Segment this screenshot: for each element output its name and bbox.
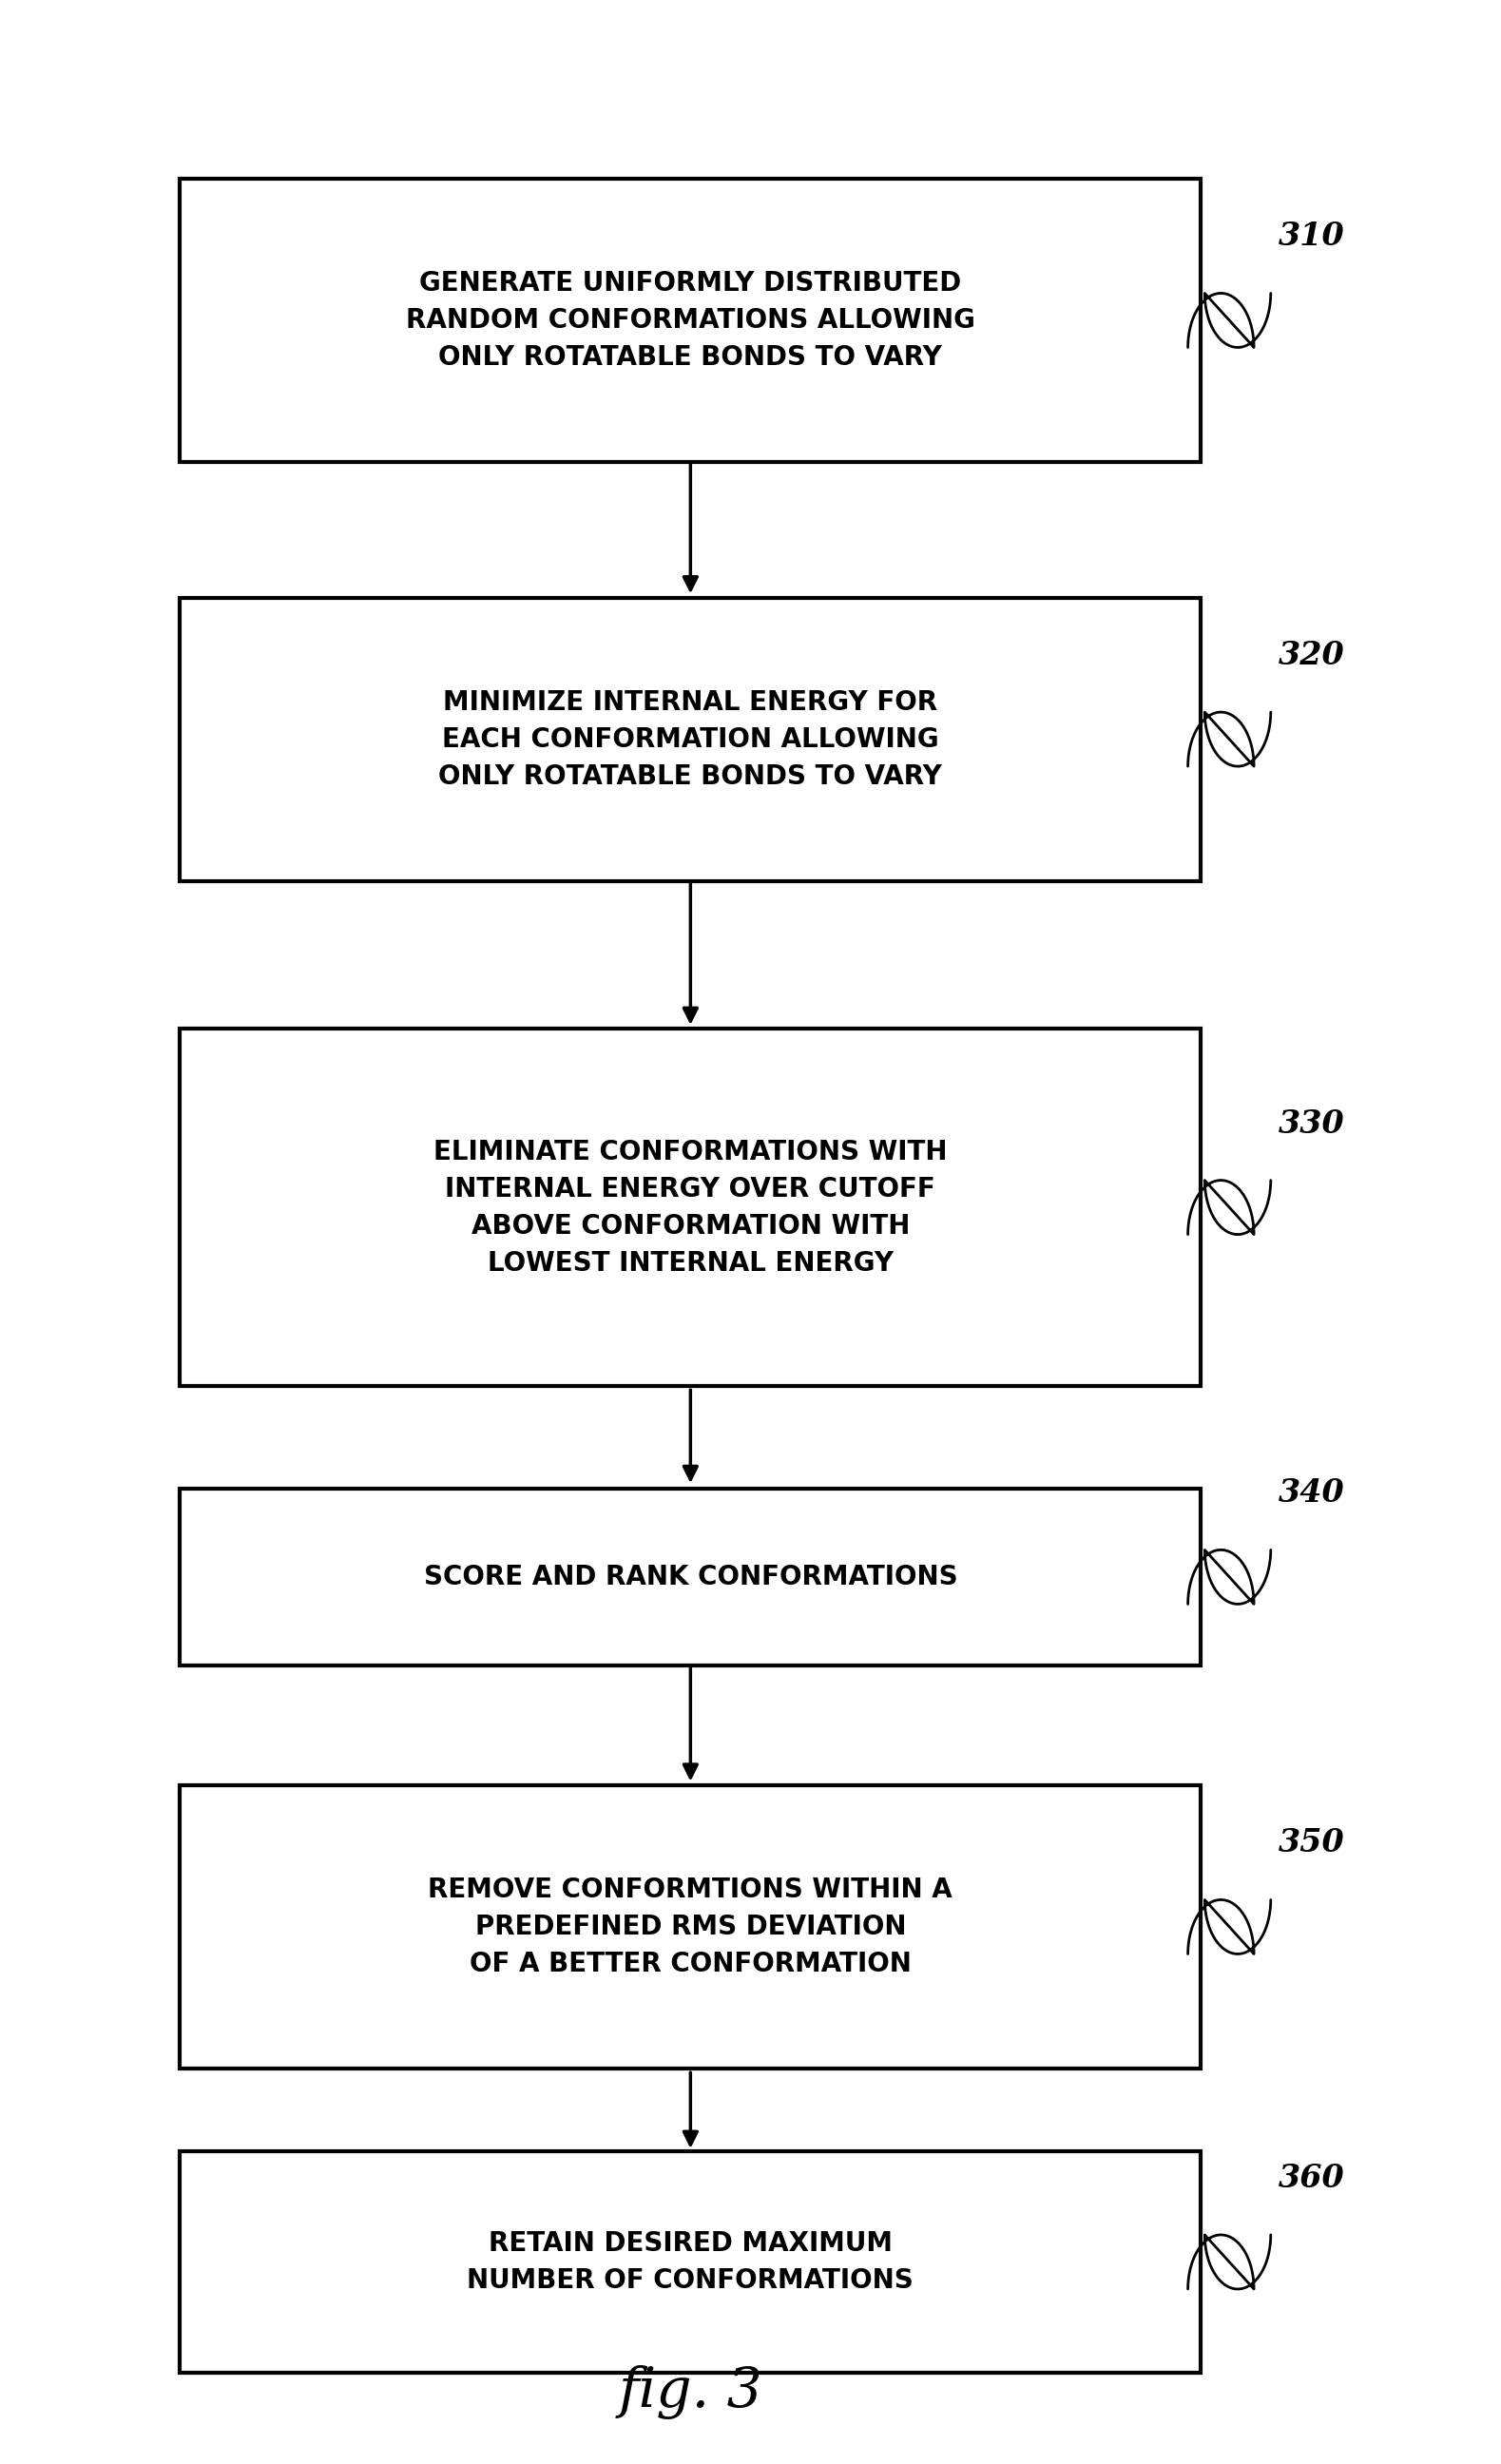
Text: RETAIN DESIRED MAXIMUM
NUMBER OF CONFORMATIONS: RETAIN DESIRED MAXIMUM NUMBER OF CONFORM… — [467, 2230, 914, 2294]
Text: REMOVE CONFORMTIONS WITHIN A
PREDEFINED RMS DEVIATION
OF A BETTER CONFORMATION: REMOVE CONFORMTIONS WITHIN A PREDEFINED … — [428, 1878, 953, 1976]
FancyBboxPatch shape — [180, 1488, 1201, 1666]
FancyBboxPatch shape — [180, 180, 1201, 463]
FancyBboxPatch shape — [180, 599, 1201, 882]
Text: 310: 310 — [1279, 222, 1345, 251]
Text: fig. 3: fig. 3 — [618, 2365, 763, 2420]
FancyBboxPatch shape — [180, 2151, 1201, 2373]
Text: 330: 330 — [1279, 1109, 1345, 1138]
Text: 360: 360 — [1279, 2163, 1345, 2193]
Text: 340: 340 — [1279, 1478, 1345, 1508]
Text: MINIMIZE INTERNAL ENERGY FOR
EACH CONFORMATION ALLOWING
ONLY ROTATABLE BONDS TO : MINIMIZE INTERNAL ENERGY FOR EACH CONFOR… — [438, 690, 943, 788]
Text: 320: 320 — [1279, 641, 1345, 670]
Text: 350: 350 — [1279, 1828, 1345, 1858]
Text: SCORE AND RANK CONFORMATIONS: SCORE AND RANK CONFORMATIONS — [423, 1565, 958, 1589]
FancyBboxPatch shape — [180, 1030, 1201, 1385]
Text: GENERATE UNIFORMLY DISTRIBUTED
RANDOM CONFORMATIONS ALLOWING
ONLY ROTATABLE BOND: GENERATE UNIFORMLY DISTRIBUTED RANDOM CO… — [405, 271, 976, 370]
FancyBboxPatch shape — [180, 1784, 1201, 2070]
Text: ELIMINATE CONFORMATIONS WITH
INTERNAL ENERGY OVER CUTOFF
ABOVE CONFORMATION WITH: ELIMINATE CONFORMATIONS WITH INTERNAL EN… — [434, 1138, 947, 1276]
